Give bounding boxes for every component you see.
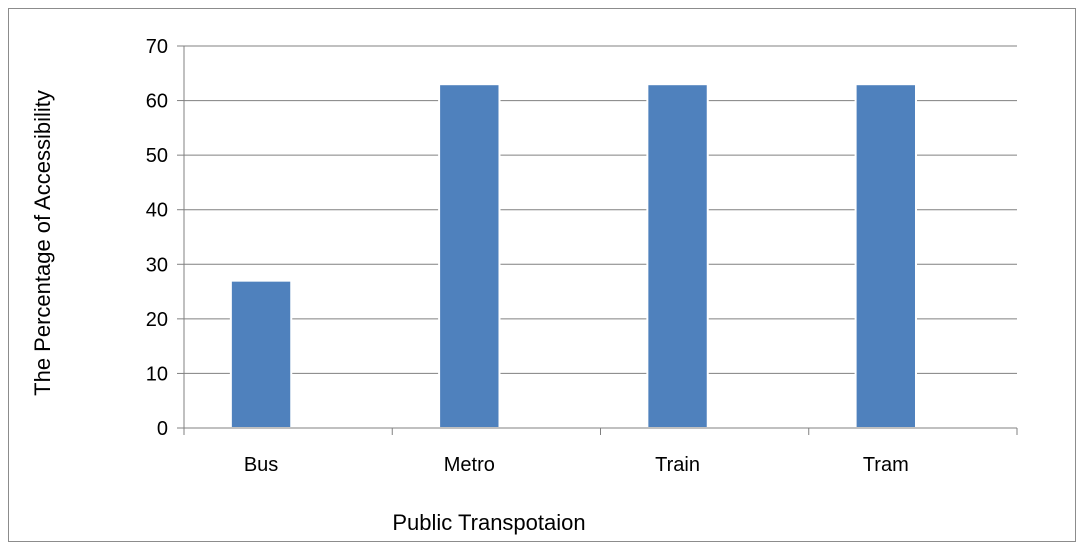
x-tick-label: Tram bbox=[863, 454, 909, 476]
y-tick-label: 50 bbox=[146, 145, 168, 167]
bar-train bbox=[646, 83, 709, 429]
x-tick-label: Train bbox=[655, 454, 700, 476]
y-tick-label: 60 bbox=[146, 91, 168, 113]
y-tick-label: 0 bbox=[157, 418, 168, 440]
x-tick-label: Bus bbox=[244, 454, 278, 476]
y-tick-label: 10 bbox=[146, 363, 168, 385]
bar-metro bbox=[438, 83, 501, 429]
y-axis-title: The Percentage of Accessibility bbox=[30, 90, 55, 396]
bars bbox=[229, 83, 917, 429]
bar-bus bbox=[229, 279, 293, 429]
y-tick-label: 30 bbox=[146, 254, 168, 276]
y-tick-label: 20 bbox=[146, 309, 168, 331]
y-tick-label: 70 bbox=[146, 36, 168, 58]
x-axis-title: Public Transpotaion bbox=[392, 510, 585, 535]
bar-tram bbox=[854, 83, 917, 429]
x-tick-label: Metro bbox=[444, 454, 495, 476]
tick-labels: 0 10 20 30 40 50 60 70 Bus Metro Train Tram bbox=[146, 36, 909, 476]
axes bbox=[177, 45, 1018, 435]
y-tick-label: 40 bbox=[146, 200, 168, 222]
